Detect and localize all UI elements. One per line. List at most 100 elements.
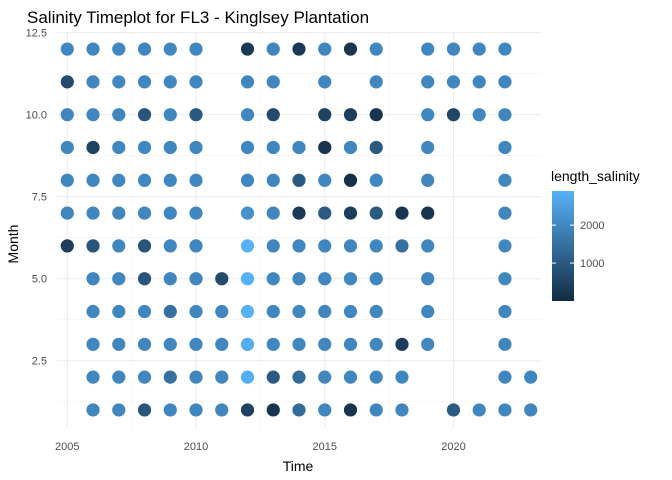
x-axis-title: Time <box>283 458 314 474</box>
x-axis-ticks: 2005 2010 2015 2020 <box>55 441 466 453</box>
data-point <box>86 140 100 155</box>
data-point <box>446 75 461 89</box>
data-point <box>266 304 280 319</box>
x-tick-label: 2005 <box>55 441 79 453</box>
data-point <box>112 403 126 417</box>
data-point <box>395 206 409 220</box>
data-point <box>395 239 409 253</box>
data-point <box>189 403 203 417</box>
y-tick-label: 12.5 <box>26 28 47 40</box>
data-point <box>163 239 177 253</box>
data-point <box>266 337 280 351</box>
minor-gridlines <box>57 31 541 428</box>
data-point <box>86 42 100 56</box>
data-point <box>343 140 358 155</box>
data-point <box>60 42 74 56</box>
data-point <box>163 304 177 319</box>
data-point <box>112 140 126 155</box>
data-point <box>163 75 177 89</box>
data-point <box>137 108 152 122</box>
data-point <box>215 272 229 286</box>
data-point <box>86 370 100 384</box>
data-point <box>446 42 461 56</box>
data-point <box>189 173 203 187</box>
data-point <box>369 42 383 56</box>
data-point <box>163 173 177 187</box>
x-tick-label: 2015 <box>313 441 337 453</box>
data-point <box>86 173 100 187</box>
data-point <box>163 370 177 384</box>
data-point <box>343 173 358 187</box>
y-axis-title: Month <box>5 225 21 264</box>
data-point <box>266 75 280 89</box>
data-point <box>498 272 512 286</box>
y-tick-label: 7.5 <box>32 192 47 204</box>
y-tick-label: 5.0 <box>32 274 47 286</box>
data-point <box>137 304 152 319</box>
legend-tick-label: 2000 <box>580 220 604 232</box>
data-point <box>369 108 383 122</box>
data-point <box>215 304 229 319</box>
data-point <box>498 239 512 253</box>
data-point <box>137 75 152 89</box>
data-point <box>292 370 306 384</box>
data-point <box>369 140 383 155</box>
y-tick-label: 2.5 <box>32 356 47 368</box>
data-point <box>137 239 152 253</box>
data-point <box>369 370 383 384</box>
data-point <box>318 173 332 187</box>
data-point <box>498 75 512 89</box>
chart-title: Salinity Timeplot for FL3 - Kinglsey Pla… <box>27 8 369 27</box>
data-point <box>369 239 383 253</box>
data-point <box>240 173 255 187</box>
data-point <box>112 108 126 122</box>
x-tick-label: 2010 <box>184 441 208 453</box>
data-point <box>112 272 126 286</box>
data-point <box>60 173 74 187</box>
data-point <box>266 42 280 56</box>
data-point <box>189 140 203 155</box>
data-point <box>163 272 177 286</box>
data-point <box>369 304 383 319</box>
data-point <box>60 140 74 155</box>
data-point <box>318 206 332 220</box>
data-point <box>446 108 461 122</box>
data-point <box>86 272 100 286</box>
data-point <box>421 75 435 89</box>
data-point <box>421 304 435 319</box>
data-point <box>421 140 435 155</box>
data-point <box>421 337 435 351</box>
data-point <box>318 75 332 89</box>
data-point <box>498 173 512 187</box>
data-point <box>240 304 255 319</box>
data-point <box>421 239 435 253</box>
data-point <box>369 206 383 220</box>
data-point <box>292 272 306 286</box>
legend-ticks: 1000 2000 <box>552 220 604 270</box>
data-point <box>498 370 512 384</box>
data-point <box>472 75 486 89</box>
data-point <box>240 75 255 89</box>
data-point <box>343 206 358 220</box>
data-point <box>421 206 435 220</box>
data-point <box>189 337 203 351</box>
data-point <box>524 403 538 417</box>
data-point <box>421 173 435 187</box>
data-point <box>189 239 203 253</box>
data-point <box>395 370 409 384</box>
data-point <box>292 403 306 417</box>
data-point <box>163 337 177 351</box>
data-point <box>498 304 512 319</box>
data-point <box>292 304 306 319</box>
data-point <box>86 337 100 351</box>
data-point <box>112 304 126 319</box>
data-point <box>395 337 409 351</box>
data-point <box>86 403 100 417</box>
data-point <box>240 206 255 220</box>
data-point <box>395 403 409 417</box>
legend-title: length_salinity <box>551 168 640 184</box>
data-point <box>60 75 74 89</box>
y-tick-label: 10.0 <box>26 110 47 122</box>
data-point <box>215 403 229 417</box>
data-point <box>137 337 152 351</box>
